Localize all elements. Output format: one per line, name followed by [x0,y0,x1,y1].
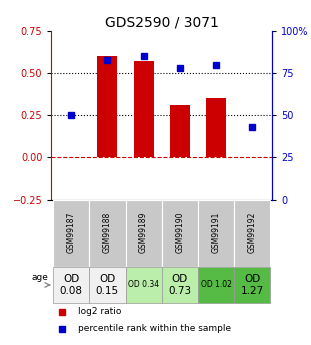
Bar [162,267,198,303]
Text: OD
0.08: OD 0.08 [60,274,83,296]
Bar [126,267,162,303]
Text: GSM99189: GSM99189 [139,211,148,253]
Bar [170,105,190,157]
Title: GDS2590 / 3071: GDS2590 / 3071 [105,16,219,30]
Bar [89,267,126,303]
Text: percentile rank within the sample: percentile rank within the sample [78,324,231,333]
Bar [126,199,162,267]
Bar [206,98,226,157]
Bar [53,199,89,267]
Text: GSM99191: GSM99191 [211,211,220,253]
Text: GSM99188: GSM99188 [103,211,112,253]
Text: GSM99192: GSM99192 [248,211,257,253]
Bar [134,61,154,157]
Text: GSM99190: GSM99190 [175,211,184,253]
Text: OD 0.34: OD 0.34 [128,280,159,289]
Bar [53,267,89,303]
Bar [198,267,234,303]
Bar [198,199,234,267]
Text: log2 ratio: log2 ratio [78,307,121,316]
Text: OD
0.15: OD 0.15 [96,274,119,296]
Text: OD 1.02: OD 1.02 [201,280,231,289]
Bar [234,267,270,303]
Text: OD
1.27: OD 1.27 [241,274,264,296]
Bar [234,199,270,267]
Bar [97,56,117,157]
Text: OD
0.73: OD 0.73 [168,274,191,296]
Bar [89,199,126,267]
Text: GSM99187: GSM99187 [67,211,76,253]
Bar [162,199,198,267]
Text: age: age [32,273,49,282]
